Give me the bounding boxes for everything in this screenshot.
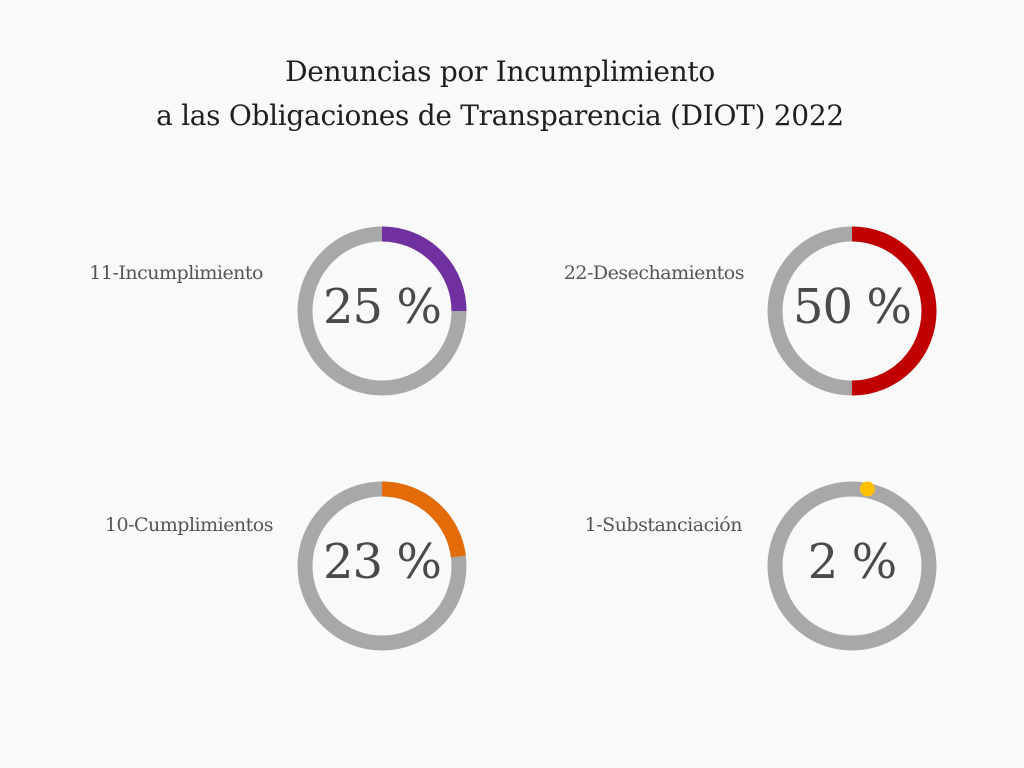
donut-svg — [767, 481, 937, 651]
donut-label-incumplimiento: 11-Incumplimiento — [89, 262, 263, 284]
donut-label-cumplimientos: 10-Cumplimientos — [104, 514, 274, 536]
donut-svg — [297, 226, 467, 396]
chart-title-line-1: Denuncias por Incumplimiento — [285, 55, 715, 88]
donut-value-incumplimiento: 25 % — [323, 279, 442, 335]
donut-slice — [297, 481, 467, 651]
chart-title: Denuncias por Incumplimiento a las Oblig… — [0, 50, 1000, 138]
donut-slice — [767, 226, 937, 396]
chart-title-line-2: a las Obligaciones de Transparencia (DIO… — [156, 99, 844, 132]
donut-chart-desechamientos: 50 % — [766, 225, 938, 397]
donut-label-desechamientos: 22-Desechamientos — [563, 262, 745, 284]
donut-track — [767, 481, 937, 651]
donut-slice — [297, 226, 467, 396]
donut-slice — [859, 481, 875, 497]
donut-value-desechamientos: 50 % — [793, 279, 912, 335]
donut-label-substanciacion: 1-Substanciación — [584, 514, 743, 536]
donut-value-substanciacion: 2 % — [807, 534, 897, 590]
donut-svg — [767, 226, 937, 396]
donut-chart-cumplimientos: 23 % — [296, 480, 468, 652]
donut-chart-incumplimiento: 25 % — [296, 225, 468, 397]
donut-svg — [297, 481, 467, 651]
donut-chart-substanciacion: 2 % — [766, 480, 938, 652]
donut-value-cumplimientos: 23 % — [323, 534, 442, 590]
